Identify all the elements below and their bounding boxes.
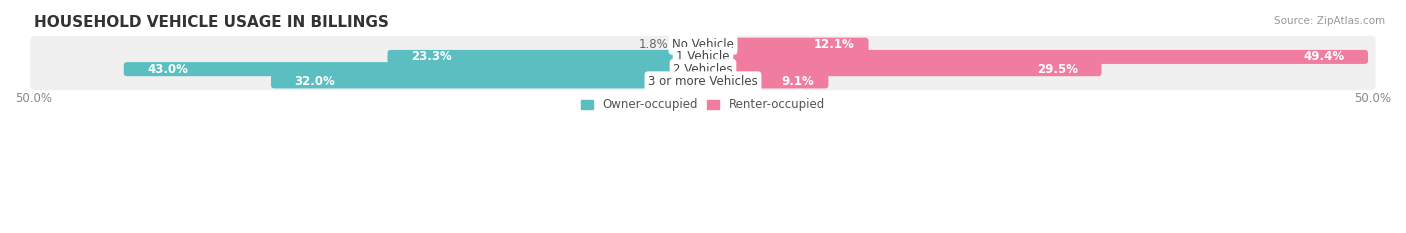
Text: 3 or more Vehicles: 3 or more Vehicles — [648, 75, 758, 88]
FancyBboxPatch shape — [388, 50, 707, 64]
Text: 1.8%: 1.8% — [638, 38, 668, 51]
FancyBboxPatch shape — [675, 38, 707, 52]
Text: 32.0%: 32.0% — [295, 75, 336, 88]
FancyBboxPatch shape — [31, 60, 1375, 78]
Text: 23.3%: 23.3% — [411, 50, 451, 63]
Text: 12.1%: 12.1% — [814, 38, 855, 51]
FancyBboxPatch shape — [124, 62, 707, 76]
FancyBboxPatch shape — [699, 62, 1101, 76]
Text: 29.5%: 29.5% — [1036, 63, 1078, 76]
FancyBboxPatch shape — [31, 48, 1375, 66]
Text: 9.1%: 9.1% — [782, 75, 814, 88]
Text: Source: ZipAtlas.com: Source: ZipAtlas.com — [1274, 16, 1385, 26]
FancyBboxPatch shape — [699, 74, 828, 89]
Text: No Vehicle: No Vehicle — [672, 38, 734, 51]
Text: 1 Vehicle: 1 Vehicle — [676, 50, 730, 63]
Text: 2 Vehicles: 2 Vehicles — [673, 63, 733, 76]
Legend: Owner-occupied, Renter-occupied: Owner-occupied, Renter-occupied — [576, 94, 830, 116]
Text: HOUSEHOLD VEHICLE USAGE IN BILLINGS: HOUSEHOLD VEHICLE USAGE IN BILLINGS — [34, 15, 388, 30]
FancyBboxPatch shape — [31, 72, 1375, 90]
Text: 43.0%: 43.0% — [148, 63, 188, 76]
FancyBboxPatch shape — [699, 50, 1368, 64]
FancyBboxPatch shape — [271, 74, 707, 89]
FancyBboxPatch shape — [699, 38, 869, 52]
FancyBboxPatch shape — [31, 36, 1375, 54]
Text: 49.4%: 49.4% — [1303, 50, 1344, 63]
